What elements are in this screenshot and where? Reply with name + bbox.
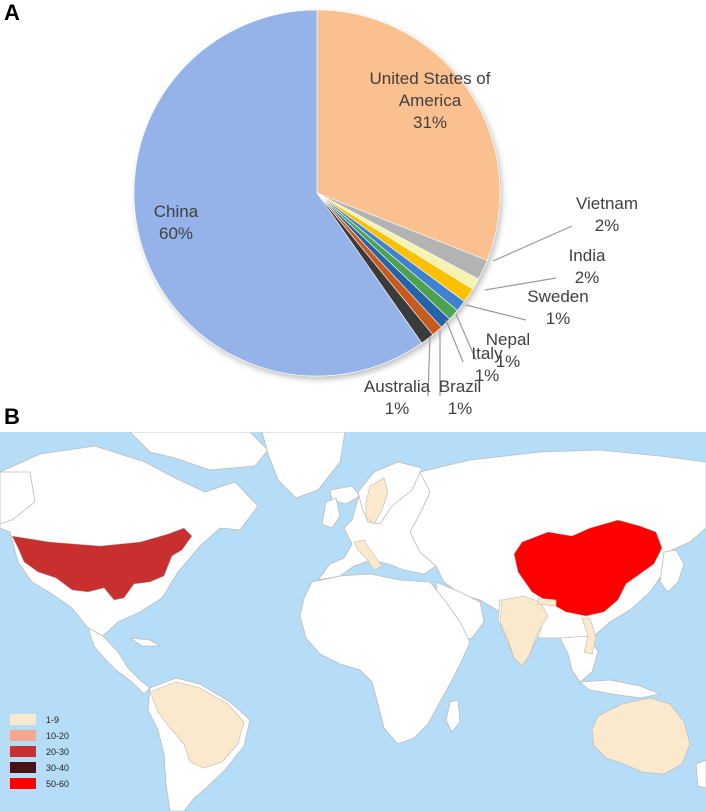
legend-swatch-10-20 <box>10 730 36 741</box>
panel-b-label: B <box>4 404 20 429</box>
legend-swatch-50-60 <box>10 778 36 789</box>
pie-slices <box>133 9 501 377</box>
legend-label-10-20: 10-20 <box>46 731 69 741</box>
map-usa <box>11 527 193 601</box>
pie-label-vietnam: Vietnam <box>576 194 638 213</box>
panel-a-label: A <box>4 0 20 25</box>
pie-percent-italy: 1% <box>475 366 500 385</box>
map-new-zealand <box>695 759 706 789</box>
world-map: 1-9 10-20 20-30 30-40 50-60 <box>0 432 706 811</box>
pie-label-china: China <box>154 202 199 221</box>
pie-label-united-states-of-america-line2: America <box>399 91 462 110</box>
pie-label-united-states-of-america: United States of <box>370 69 491 88</box>
map-brazil <box>149 681 245 769</box>
map-vietnam <box>581 617 597 655</box>
map-uk <box>321 497 341 529</box>
map-africa <box>299 573 471 745</box>
leader-line-india <box>484 277 557 291</box>
legend-swatch-1-9 <box>10 714 36 725</box>
map-indonesia <box>578 679 662 699</box>
map-nepal <box>537 597 557 607</box>
map-central-america <box>87 627 151 695</box>
pie-label-australia: Australia <box>364 377 431 396</box>
leader-line-australia <box>427 335 431 397</box>
pie-label-italy: Italy <box>471 344 503 363</box>
leader-line-vietnam <box>492 225 573 262</box>
map-india <box>499 595 549 667</box>
map-north-america <box>0 445 259 637</box>
map-legend: 1-9 10-20 20-30 30-40 50-60 <box>10 714 69 789</box>
map-highlighted-countries <box>11 477 691 775</box>
map-japan <box>659 549 685 593</box>
leader-line-nepal <box>455 313 477 361</box>
pie-label-sweden: Sweden <box>527 287 588 306</box>
pie-percent-china: 60% <box>159 224 193 243</box>
pie-percent-australia: 1% <box>385 399 410 418</box>
pie-label-brazil: Brazil <box>439 377 482 396</box>
map-alaska <box>0 471 36 525</box>
pie-percent-nepal: 1% <box>496 352 521 371</box>
legend-label-20-30: 20-30 <box>46 747 69 757</box>
pie-labels: United States of America 31% Vietnam 2% India… <box>154 69 638 418</box>
pie-leader-lines <box>427 225 573 397</box>
pie-percent-brazil: 1% <box>448 399 473 418</box>
map-australia-fill <box>591 697 691 775</box>
map-greenland <box>261 432 346 499</box>
map-madagascar <box>445 699 461 733</box>
pie-label-india: India <box>569 246 606 265</box>
pie-chart: United States of America 31% Vietnam 2% India… <box>133 9 638 418</box>
legend-label-30-40: 30-40 <box>46 763 69 773</box>
map-sweden <box>365 477 389 525</box>
pie-slice-united-states-of-america <box>316 9 501 261</box>
map-china <box>513 519 663 617</box>
map-canada-islands <box>129 432 269 471</box>
pie-percent-india: 2% <box>575 268 600 287</box>
pie-label-nepal: Nepal <box>486 330 530 349</box>
map-italy <box>353 539 383 571</box>
legend-label-50-60: 50-60 <box>46 779 69 789</box>
map-iceland <box>329 485 361 505</box>
legend-swatch-20-30 <box>10 746 36 757</box>
map-caribbean <box>129 637 162 647</box>
pie-slice-china <box>133 9 423 377</box>
pie-percent-vietnam: 2% <box>595 216 620 235</box>
leader-line-sweden <box>465 304 527 321</box>
legend-swatch-30-40 <box>10 762 36 773</box>
leader-line-italy <box>445 319 464 363</box>
legend-label-1-9: 1-9 <box>46 715 59 725</box>
pie-percent-sweden: 1% <box>546 309 571 328</box>
pie-percent-united-states-of-america: 31% <box>413 113 447 132</box>
